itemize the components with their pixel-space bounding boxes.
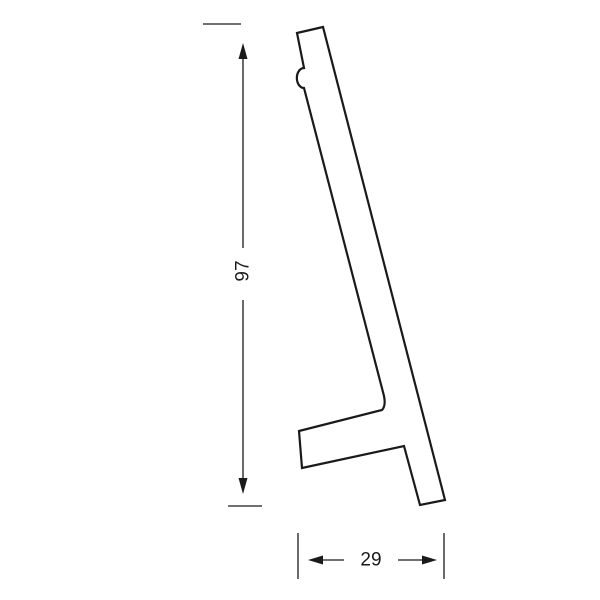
width-arrow-right (422, 555, 437, 565)
height-dimension-label: 97 (233, 260, 254, 281)
height-arrow-bottom (238, 478, 248, 494)
width-dimension-label: 29 (360, 550, 381, 571)
height-arrow-top (238, 43, 248, 59)
width-arrow-left (308, 555, 323, 565)
profile-outline (295, 25, 447, 507)
